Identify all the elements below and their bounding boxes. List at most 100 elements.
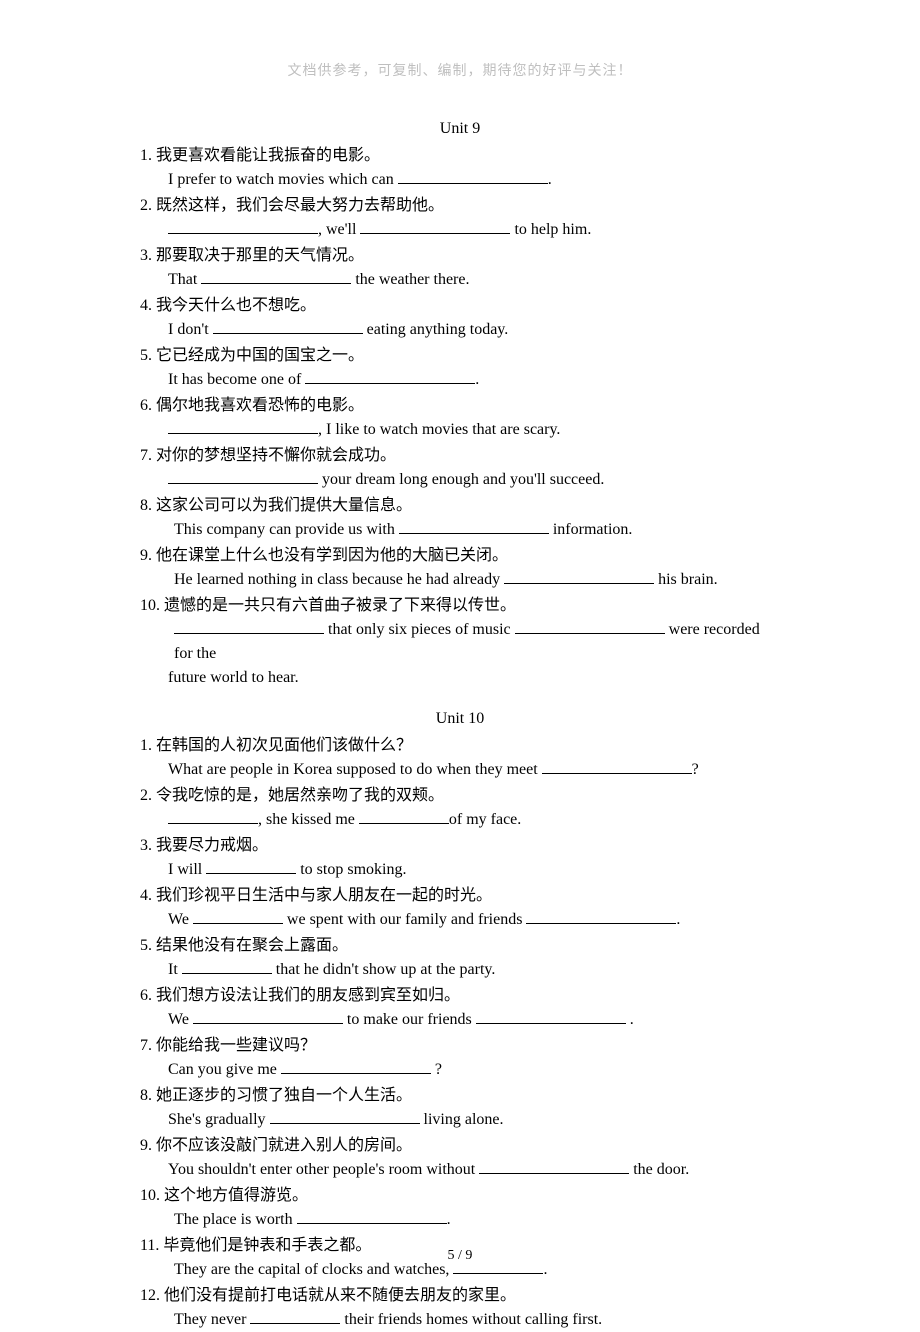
u10-q1: 1. 在韩国的人初次见面他们该做什么？ What are people in K… <box>140 734 780 782</box>
num: 12. <box>140 1287 160 1304</box>
en-pre: It has become one of <box>168 371 305 388</box>
num: 6. <box>140 397 152 414</box>
u9-q1: 1. 我更喜欢看能让我振奋的电影。 I prefer to watch movi… <box>140 144 780 192</box>
en-post: eating anything today. <box>363 321 509 338</box>
num: 10. <box>140 1187 160 1204</box>
u9-q7: 7. 对你的梦想坚持不懈你就会成功。 your dream long enoug… <box>140 444 780 492</box>
cn-text: 令我吃惊的是，她居然亲吻了我的双颊。 <box>156 787 444 804</box>
u9-q3: 3. 那要取决于那里的天气情况。 That the weather there. <box>140 244 780 292</box>
blank <box>250 1309 340 1324</box>
num: 1. <box>140 147 152 164</box>
cn-text: 你能给我一些建议吗？ <box>156 1037 316 1054</box>
blank <box>182 959 272 974</box>
u9-q6: 6. 偶尔地我喜欢看恐怖的电影。 , I like to watch movie… <box>140 394 780 442</box>
cn-text: 我今天什么也不想吃。 <box>156 297 316 314</box>
cn-text: 他在课堂上什么也没有学到因为他的大脑已关闭。 <box>152 547 508 564</box>
u9-q2: 2. 既然这样，我们会尽最大努力去帮助他。 , we'll to help hi… <box>140 194 780 242</box>
blank <box>206 859 296 874</box>
num: 2. <box>140 197 152 214</box>
blank <box>174 619 324 634</box>
num: 5. <box>140 937 152 954</box>
num: 3. <box>140 247 152 264</box>
en-post: to stop smoking. <box>296 861 406 878</box>
blank <box>515 619 665 634</box>
cn-text: 这家公司可以为我们提供大量信息。 <box>152 497 412 514</box>
u10-q5: 5. 结果他没有在聚会上露面。 It that he didn't show u… <box>140 934 780 982</box>
num: 10. <box>140 597 160 614</box>
u10-q8: 8. 她正逐步的习惯了独自一个人生活。 She's gradually livi… <box>140 1084 780 1132</box>
en-post: . <box>548 171 552 188</box>
blank <box>479 1159 629 1174</box>
en-post: to help him. <box>510 221 591 238</box>
num: 9. <box>140 547 152 564</box>
blank <box>542 759 692 774</box>
num: 7. <box>140 1037 152 1054</box>
blank <box>193 909 283 924</box>
en-post: ? <box>431 1061 442 1078</box>
num: 5. <box>140 347 152 364</box>
en-pre: I prefer to watch movies which can <box>168 171 398 188</box>
cn-text: 这个地方值得游览。 <box>160 1187 308 1204</box>
u10-q3: 3. 我要尽力戒烟。 I will to stop smoking. <box>140 834 780 882</box>
blank <box>360 219 510 234</box>
en-pre: That <box>168 271 201 288</box>
blank <box>526 909 676 924</box>
en-post: . <box>626 1011 634 1028</box>
en-post: his brain. <box>654 571 718 588</box>
en-pre: This company can provide us with <box>174 521 399 538</box>
en-post: the weather there. <box>351 271 469 288</box>
blank <box>168 419 318 434</box>
cn-text: 结果他没有在聚会上露面。 <box>156 937 348 954</box>
en-post: . <box>475 371 479 388</box>
cn-text: 他们没有提前打电话就从来不随便去朋友的家里。 <box>160 1287 516 1304</box>
en-pre: They never <box>174 1311 250 1328</box>
en-post: the door. <box>629 1161 689 1178</box>
blank <box>476 1009 626 1024</box>
num: 3. <box>140 837 152 854</box>
en-pre: I don't <box>168 321 213 338</box>
u10-q6: 6. 我们想方设法让我们的朋友感到宾至如归。 We to make our fr… <box>140 984 780 1032</box>
cn-text: 在韩国的人初次见面他们该做什么？ <box>156 737 412 754</box>
u10-q2: 2. 令我吃惊的是，她居然亲吻了我的双颊。 , she kissed me of… <box>140 784 780 832</box>
u9-q9: 9. 他在课堂上什么也没有学到因为他的大脑已关闭。 He learned not… <box>140 544 780 592</box>
cn-text: 我们珍视平日生活中与家人朋友在一起的时光。 <box>156 887 492 904</box>
u10-q9: 9. 你不应该没敲门就进入别人的房间。 You shouldn't enter … <box>140 1134 780 1182</box>
cn-text: 既然这样，我们会尽最大努力去帮助他。 <box>156 197 444 214</box>
blank <box>399 519 549 534</box>
en-mid: that only six pieces of music <box>324 621 515 638</box>
u9-q8: 8. 这家公司可以为我们提供大量信息。 This company can pro… <box>140 494 780 542</box>
en-post: information. <box>549 521 633 538</box>
unit10-title: Unit 10 <box>140 710 780 728</box>
en-pre: You shouldn't enter other people's room … <box>168 1161 479 1178</box>
num: 2. <box>140 787 152 804</box>
blank <box>504 569 654 584</box>
blank <box>168 219 318 234</box>
u9-q4: 4. 我今天什么也不想吃。 I don't eating anything to… <box>140 294 780 342</box>
cn-text: 你不应该没敲门就进入别人的房间。 <box>156 1137 412 1154</box>
num: 8. <box>140 497 152 514</box>
cn-text: 偶尔地我喜欢看恐怖的电影。 <box>156 397 364 414</box>
en-post: . <box>676 911 680 928</box>
en-pre: We <box>168 911 193 928</box>
u9-q5: 5. 它已经成为中国的国宝之一。 It has become one of . <box>140 344 780 392</box>
en-post: your dream long enough and you'll succee… <box>318 471 604 488</box>
cn-text: 遗憾的是一共只有六首曲子被录了下来得以传世。 <box>160 597 516 614</box>
num: 6. <box>140 987 152 1004</box>
cn-text: 我要尽力戒烟。 <box>156 837 268 854</box>
u10-q10: 10. 这个地方值得游览。 The place is worth . <box>140 1184 780 1232</box>
en-pre: He learned nothing in class because he h… <box>174 571 504 588</box>
en-pre: She's gradually <box>168 1111 270 1128</box>
en-pre: What are people in Korea supposed to do … <box>168 761 542 778</box>
en-cont: future world to hear. <box>168 669 299 686</box>
en-pre: Can you give me <box>168 1061 281 1078</box>
blank <box>168 469 318 484</box>
blank <box>281 1059 431 1074</box>
num: 9. <box>140 1137 152 1154</box>
blank <box>193 1009 343 1024</box>
cn-text: 她正逐步的习惯了独自一个人生活。 <box>156 1087 412 1104</box>
page-footer: 5 / 9 <box>0 1248 920 1264</box>
en-post: that he didn't show up at the party. <box>272 961 496 978</box>
blank <box>305 369 475 384</box>
blank <box>213 319 363 334</box>
en-pre: The place is worth <box>174 1211 297 1228</box>
